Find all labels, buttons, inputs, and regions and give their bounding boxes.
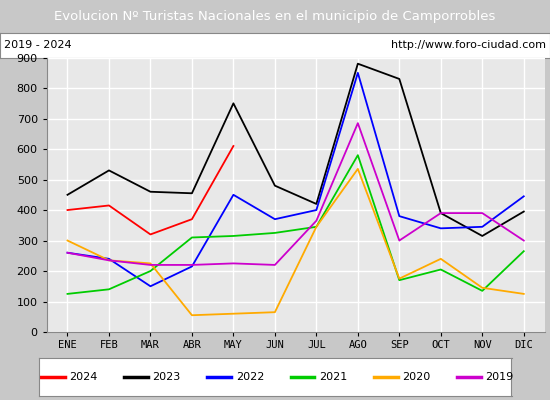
Text: 2020: 2020 xyxy=(402,372,431,382)
Text: 2022: 2022 xyxy=(236,372,264,382)
Text: Evolucion Nº Turistas Nacionales en el municipio de Camporrobles: Evolucion Nº Turistas Nacionales en el m… xyxy=(54,10,496,23)
Text: 2024: 2024 xyxy=(69,372,97,382)
Text: http://www.foro-ciudad.com: http://www.foro-ciudad.com xyxy=(390,40,546,50)
Text: 2021: 2021 xyxy=(319,372,347,382)
Text: 2019: 2019 xyxy=(486,372,514,382)
Text: 2023: 2023 xyxy=(152,372,181,382)
Text: 2019 - 2024: 2019 - 2024 xyxy=(4,40,72,50)
